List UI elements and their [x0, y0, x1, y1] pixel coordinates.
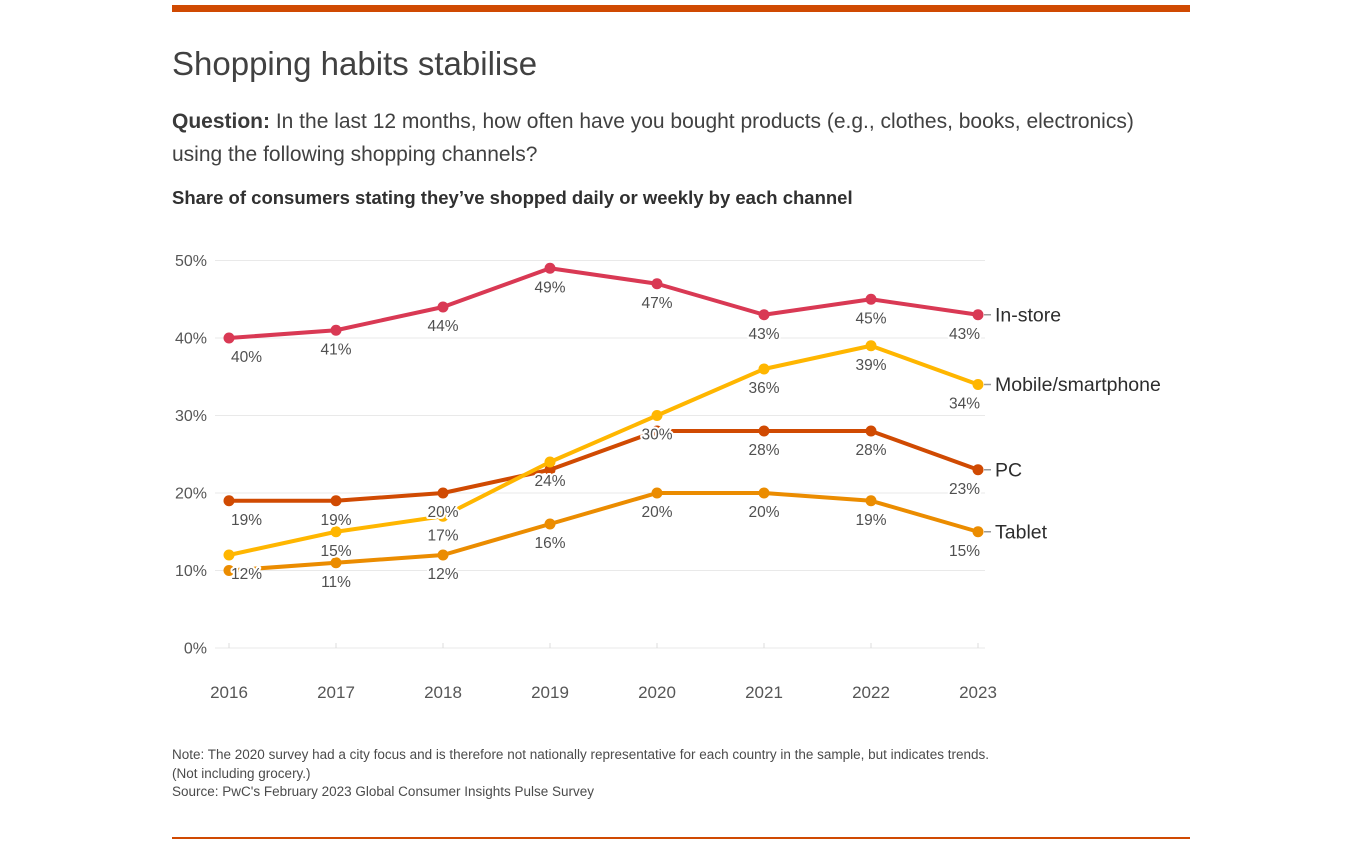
footnote-grocery: (Not including grocery.): [172, 765, 311, 781]
data-point-mobile-smartphone: [758, 363, 770, 375]
y-axis-label: 0%: [184, 641, 207, 658]
series-line-mobile-smartphone: [227, 343, 980, 557]
value-label-in-store: 43%: [949, 326, 980, 343]
value-label-mobile-smartphone: 30%: [641, 427, 672, 444]
data-point-tablet: [544, 518, 556, 530]
y-axis-label: 20%: [175, 486, 207, 503]
data-point-mobile-smartphone: [544, 456, 556, 468]
data-point-tablet: [223, 565, 235, 576]
data-point-mobile-smartphone: [223, 549, 235, 561]
value-label-in-store: 43%: [748, 326, 779, 343]
data-point-in-store: [972, 309, 984, 321]
data-point-pc: [758, 425, 770, 437]
footnote-note: Note: The 2020 survey had a city focus a…: [172, 747, 989, 762]
legend-label-tablet: Tablet: [995, 521, 1048, 543]
data-point-in-store: [651, 278, 663, 290]
data-point-tablet: [865, 495, 877, 507]
data-point-mobile-smartphone: [865, 340, 877, 352]
value-label-tablet: 16%: [534, 535, 565, 552]
x-axis-label: 2016: [210, 683, 248, 702]
value-label-mobile-smartphone: 15%: [320, 543, 351, 560]
series-line-in-store: [227, 266, 980, 340]
y-axis-label: 30%: [175, 408, 207, 425]
data-point-pc: [972, 464, 984, 476]
bottom-accent-rule: [172, 837, 1190, 839]
value-label-in-store: 40%: [231, 349, 262, 366]
value-label-tablet: 20%: [641, 504, 672, 521]
value-label-mobile-smartphone: 36%: [748, 380, 779, 397]
y-axis-label: 50%: [175, 253, 207, 270]
data-point-tablet: [437, 549, 449, 561]
value-label-tablet: 20%: [748, 504, 779, 521]
value-label-mobile-smartphone: 12%: [231, 566, 262, 583]
value-label-mobile-smartphone: 17%: [427, 527, 458, 544]
value-label-pc: 19%: [231, 512, 262, 529]
x-axis-label: 2018: [424, 683, 462, 702]
value-label-pc: 23%: [949, 481, 980, 498]
question-text: Question: In the last 12 months, how oft…: [172, 105, 1182, 171]
data-point-in-store: [437, 301, 449, 313]
value-label-mobile-smartphone: 34%: [949, 396, 980, 413]
data-point-pc: [544, 464, 556, 476]
value-label-tablet: 11%: [321, 574, 351, 591]
data-point-pc: [437, 487, 449, 499]
data-point-pc: [330, 495, 342, 507]
value-label-in-store: 41%: [320, 341, 351, 358]
x-axis-label: 2023: [959, 683, 997, 702]
value-label-in-store: 47%: [641, 295, 672, 312]
value-label-mobile-smartphone: 24%: [534, 473, 565, 490]
legend-label-pc: PC: [995, 459, 1022, 481]
value-label-pc: 19%: [320, 512, 351, 529]
data-point-mobile-smartphone: [651, 410, 663, 421]
footnotes: Note: The 2020 survey had a city focus a…: [172, 746, 989, 802]
value-label-pc: 20%: [427, 504, 458, 521]
value-label-pc: 28%: [748, 442, 779, 459]
x-axis-label: 2017: [317, 683, 355, 702]
value-label-tablet: 19%: [855, 512, 886, 529]
value-label-tablet: 12%: [427, 566, 458, 583]
question-body: In the last 12 months, how often have yo…: [172, 110, 1134, 166]
series-line-tablet: [227, 491, 980, 573]
data-point-tablet: [330, 557, 342, 569]
x-axis-label: 2020: [638, 683, 676, 702]
data-point-mobile-smartphone: [437, 510, 449, 522]
value-label-in-store: 44%: [427, 318, 458, 335]
data-point-pc: [865, 425, 877, 437]
x-axis-label: 2022: [852, 683, 890, 702]
data-point-in-store: [330, 324, 342, 336]
y-axis-label: 10%: [175, 563, 207, 580]
data-point-in-store: [223, 332, 235, 344]
data-point-in-store: [544, 262, 556, 274]
page-title: Shopping habits stabilise: [172, 45, 538, 82]
series-line-pc: [227, 429, 980, 503]
y-axis-label: 40%: [175, 331, 207, 348]
data-point-pc: [651, 425, 663, 437]
legend-label-mobile-smartphone: Mobile/smartphone: [995, 374, 1161, 396]
data-point-mobile-smartphone: [330, 526, 342, 538]
value-label-in-store: 49%: [534, 279, 565, 296]
value-label-tablet: 15%: [949, 543, 980, 560]
footnote-source: Source: PwC's February 2023 Global Consu…: [172, 784, 595, 800]
value-label-in-store: 45%: [855, 310, 886, 327]
data-point-pc: [223, 495, 235, 507]
data-point-tablet: [651, 487, 663, 499]
data-point-tablet: [972, 526, 984, 538]
x-axis-label: 2021: [745, 683, 783, 702]
data-point-in-store: [865, 293, 877, 305]
value-label-mobile-smartphone: 39%: [855, 357, 886, 374]
top-accent-bar: [172, 5, 1190, 12]
data-point-tablet: [758, 487, 770, 499]
question-label: Question:: [172, 110, 270, 133]
legend-label-in-store: In-store: [995, 304, 1061, 326]
data-point-in-store: [758, 309, 770, 321]
chart-subtitle: Share of consumers stating they’ve shopp…: [172, 187, 853, 208]
data-point-mobile-smartphone: [972, 379, 984, 390]
x-axis-label: 2019: [531, 683, 569, 702]
value-label-pc: 28%: [855, 442, 886, 459]
